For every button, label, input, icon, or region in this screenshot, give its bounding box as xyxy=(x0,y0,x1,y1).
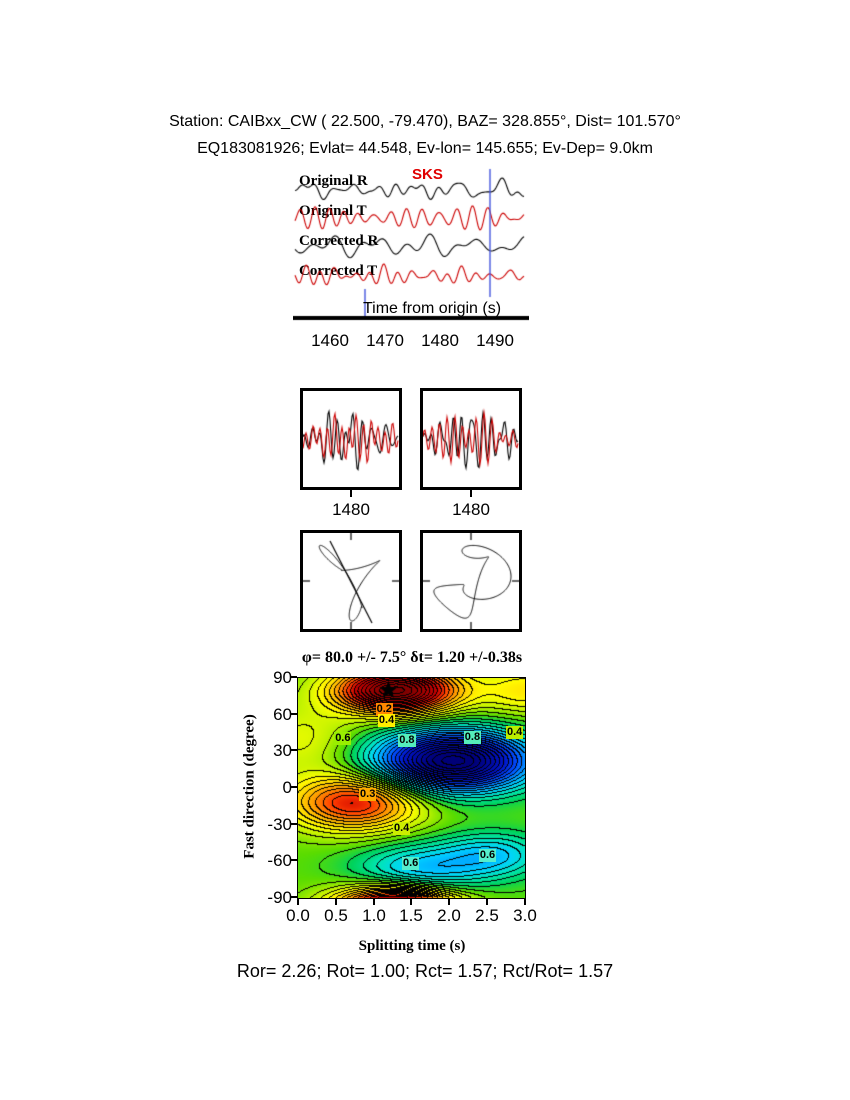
y-tick-label: -60 xyxy=(267,851,292,870)
time-tick-label: 1470 xyxy=(366,331,404,350)
y-tick-label: 90 xyxy=(273,668,292,687)
x-tick-label: 3.0 xyxy=(513,906,537,925)
y-tick-label: -90 xyxy=(267,888,292,907)
contour-level-label: 0.8 xyxy=(463,730,482,744)
contour-level-label: 0.3 xyxy=(359,787,377,801)
x-tick-label: 1.5 xyxy=(399,906,423,925)
x-tick-label: 2.0 xyxy=(437,906,461,925)
contour-level-label: 0.4 xyxy=(377,713,396,727)
window-time-label-right: 1480 xyxy=(452,500,490,519)
time-tick-label: 1490 xyxy=(476,331,514,350)
result-stats-line: Ror= 2.26; Rot= 1.00; Rct= 1.57; Rct/Rot… xyxy=(236,961,614,981)
y-axis-tick xyxy=(290,749,297,751)
particle-motion-box-left xyxy=(300,530,402,632)
contour-level-label: 0.6 xyxy=(478,848,497,862)
window-seismogram-canvas-right xyxy=(423,391,519,487)
particle-motion-canvas-right xyxy=(423,533,519,629)
x-axis-tick xyxy=(410,899,412,905)
time-tick-label: 1460 xyxy=(311,331,349,350)
particle-motion-canvas-left xyxy=(303,533,399,629)
x-axis-tick xyxy=(335,899,337,905)
y-axis-tick xyxy=(290,896,297,898)
contour-level-label: 0.4 xyxy=(392,821,411,835)
waveform-traces-canvas xyxy=(293,165,529,323)
x-axis-tick xyxy=(448,899,450,905)
contour-level-label: 0.6 xyxy=(402,857,420,871)
x-axis-tick xyxy=(297,899,299,905)
window-time-label-left: 1480 xyxy=(332,500,370,519)
x-tick-label: 1.0 xyxy=(362,906,386,925)
x-axis-label: Splitting time (s) xyxy=(358,938,466,954)
y-tick-label: 60 xyxy=(273,705,292,724)
y-axis-tick xyxy=(290,676,297,678)
window-seismogram-box-right xyxy=(420,388,522,490)
y-axis-tick xyxy=(290,823,297,825)
event-header: EQ183081926; Evlat= 44.548, Ev-lon= 145.… xyxy=(197,140,653,157)
y-axis-tick xyxy=(290,859,297,861)
y-tick-label: 0 xyxy=(282,778,292,797)
time-axis-title: Time from origin (s) xyxy=(362,300,502,317)
contour-level-label: 0.2 xyxy=(375,702,393,716)
contour-level-label: 0.8 xyxy=(398,734,416,748)
station-header: Station: CAIBxx_CW ( 22.500, -79.470), B… xyxy=(169,113,681,130)
time-tick-label: 1480 xyxy=(421,331,459,350)
window-box-tick xyxy=(350,490,352,497)
x-tick-label: 2.5 xyxy=(475,906,499,925)
x-axis-tick xyxy=(524,899,526,905)
x-axis-tick xyxy=(373,899,375,905)
y-tick-label: -30 xyxy=(267,815,292,834)
particle-motion-box-right xyxy=(420,530,522,632)
window-seismogram-box-left xyxy=(300,388,402,490)
window-box-tick xyxy=(470,490,472,497)
contour-title: φ= 80.0 +/- 7.5° δt= 1.20 +/-0.38s xyxy=(301,649,523,666)
window-seismogram-canvas-left xyxy=(303,391,399,487)
x-tick-label: 0.0 xyxy=(286,906,310,925)
y-axis-tick xyxy=(290,713,297,715)
contour-level-label: 0.6 xyxy=(334,731,352,745)
y-tick-label: 30 xyxy=(273,741,292,760)
x-axis-tick xyxy=(486,899,488,905)
x-tick-label: 0.5 xyxy=(324,906,348,925)
y-axis-tick xyxy=(290,786,297,788)
contour-level-label: 0.4 xyxy=(505,725,524,739)
